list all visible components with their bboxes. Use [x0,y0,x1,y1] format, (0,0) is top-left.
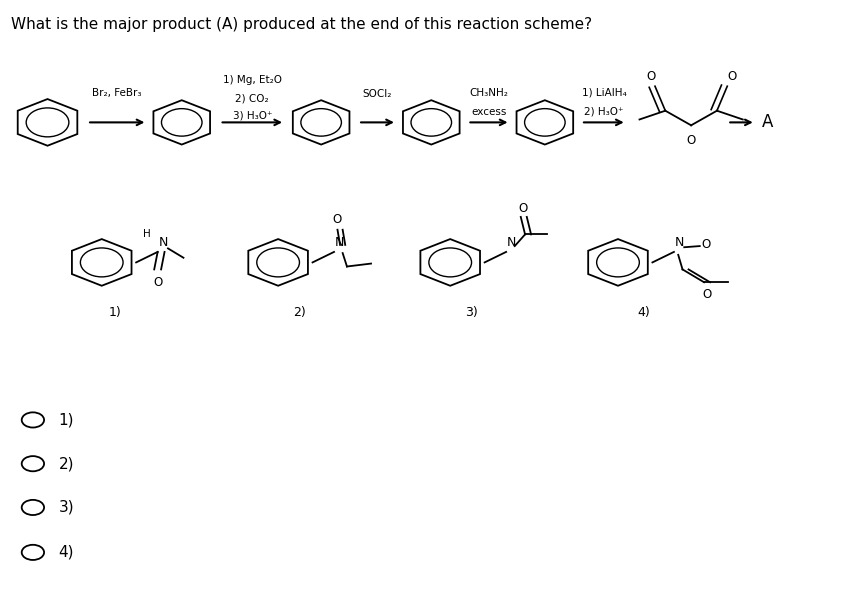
Text: 2): 2) [294,306,306,319]
Text: O: O [701,239,711,252]
Text: excess: excess [471,107,507,117]
Text: 3): 3) [465,306,478,319]
Text: N: N [507,236,516,249]
Text: O: O [519,201,528,214]
Text: A: A [762,114,773,131]
Text: 2) H₃O⁺: 2) H₃O⁺ [585,107,624,117]
Text: H: H [144,229,152,239]
Text: O: O [333,213,342,226]
Text: 1) Mg, Et₂O: 1) Mg, Et₂O [223,75,281,85]
Text: O: O [153,276,162,289]
Text: O: O [646,70,656,83]
Text: O: O [727,70,736,83]
Text: 4): 4) [59,545,74,560]
Text: 1) LiAlH₄: 1) LiAlH₄ [582,88,627,98]
Text: N: N [675,236,684,249]
Text: Br₂, FeBr₃: Br₂, FeBr₃ [93,88,142,98]
Text: 1): 1) [59,412,74,428]
Text: O: O [687,134,695,147]
Text: CH₃NH₂: CH₃NH₂ [469,88,508,98]
Text: 2) CO₂: 2) CO₂ [236,93,269,103]
Text: 1): 1) [108,306,121,319]
Text: What is the major product (A) produced at the end of this reaction scheme?: What is the major product (A) produced a… [11,17,592,32]
Text: 3) H₃O⁺: 3) H₃O⁺ [233,111,272,121]
Text: O: O [702,288,711,301]
Text: N: N [158,236,168,249]
Text: 2): 2) [59,456,74,471]
Text: 4): 4) [637,306,650,319]
Text: SOCl₂: SOCl₂ [362,89,391,99]
Text: N: N [335,236,345,249]
Text: 3): 3) [59,500,74,515]
